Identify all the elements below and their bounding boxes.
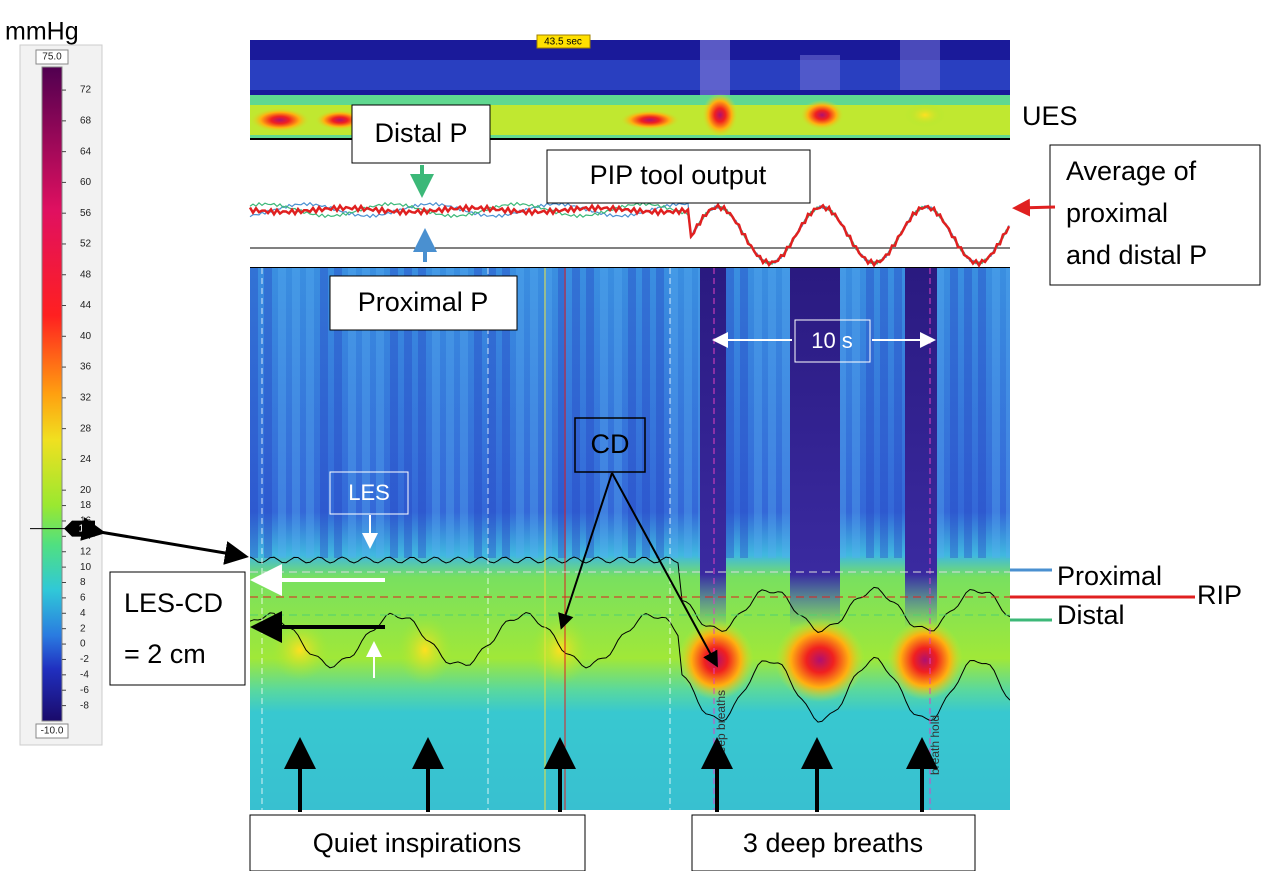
tick-label: 64 [80, 146, 92, 157]
annotation: Average of [1066, 156, 1197, 186]
tick-label: 2 [80, 623, 86, 634]
tick-label: 20 [80, 485, 92, 496]
tick-label: 56 [80, 208, 92, 219]
tick-label: 8 [80, 577, 86, 588]
annotation: 10 s [811, 328, 853, 353]
tick-label: 24 [80, 454, 92, 465]
tick-label: 44 [80, 300, 92, 311]
annotation: LES [348, 480, 390, 505]
annotation: proximal [1066, 198, 1168, 228]
annotation: Distal P [374, 118, 467, 148]
traces [250, 203, 1009, 266]
annotation: CD [591, 429, 630, 459]
tick-label: 4 [80, 608, 86, 619]
tick-label: 0 [80, 639, 86, 650]
annotation: 3 deep breaths [743, 828, 923, 858]
tick-label: -4 [80, 669, 89, 680]
ues-label: UES [1022, 101, 1078, 131]
annotation: RIP [1197, 580, 1242, 610]
tick-label: -8 [80, 700, 89, 711]
figure: mmHg 75.0-10.072686460565248444036322824… [0, 0, 1267, 871]
tick-label: 40 [80, 331, 92, 342]
tick-label: 32 [80, 392, 92, 403]
tick-label: 12 [80, 546, 92, 557]
tick-label: 72 [80, 85, 92, 96]
cursor-time: 43.5 sec [544, 37, 582, 48]
limit-label: 75.0 [42, 52, 62, 63]
tick-label: 48 [80, 269, 92, 280]
tick-label: 60 [80, 177, 92, 188]
annotation: and distal P [1066, 240, 1207, 270]
tick-label: -2 [80, 654, 89, 665]
unit: mmHg [5, 18, 79, 46]
tick-label: 18 [80, 500, 92, 511]
tick-label: -6 [80, 685, 89, 696]
annotation: Proximal P [358, 287, 489, 317]
colorbar-gradient [42, 67, 62, 721]
annotation: LES-CD [124, 588, 223, 618]
annotation: Proximal [1057, 561, 1162, 591]
trace [250, 205, 1009, 266]
tick-label: 10 [80, 562, 92, 573]
tick-label: 68 [80, 115, 92, 126]
marker-label: breath hold [928, 715, 942, 775]
annotation: = 2 cm [124, 639, 206, 669]
annotation: Distal [1057, 600, 1125, 630]
annotation: Quiet inspirations [313, 828, 522, 858]
tick-label: 36 [80, 362, 92, 373]
tick-label: 28 [80, 423, 92, 434]
les-heatmap: deep breaths breath hold [250, 268, 1014, 810]
tick-label: 52 [80, 239, 92, 250]
tick-label: 6 [80, 593, 86, 604]
limit-label: -10.0 [41, 726, 64, 737]
marker-label: 15 [78, 523, 90, 534]
annotation: PIP tool output [590, 160, 767, 190]
